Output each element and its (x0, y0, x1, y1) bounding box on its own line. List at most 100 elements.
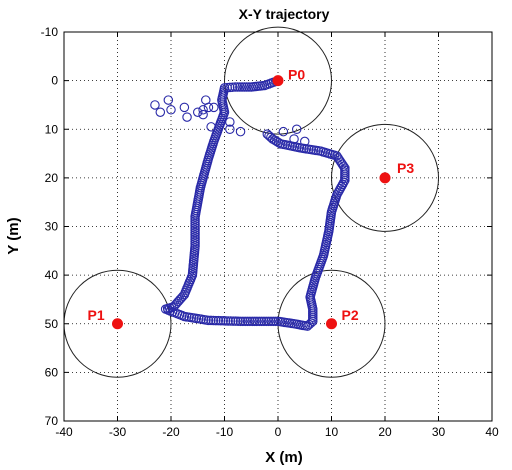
trajectory-point (241, 82, 252, 92)
trajectory-point (225, 82, 235, 93)
trajectory-point (267, 134, 278, 144)
trajectory-point (254, 316, 265, 327)
trajectory-point (264, 130, 274, 141)
trajectory-point (249, 316, 260, 327)
waypoint-radius-circle (224, 26, 332, 135)
trajectory-point (242, 316, 253, 327)
waypoint-label: P3 (397, 160, 414, 176)
trajectory-point (235, 316, 246, 327)
grid (64, 32, 492, 421)
trajectory-point (208, 315, 219, 326)
trajectory-point (179, 102, 190, 113)
trajectory-point (289, 134, 299, 144)
trajectory-point (225, 117, 235, 127)
trajectory-point (259, 316, 269, 327)
x-tick-label: -10 (216, 425, 234, 439)
trajectory-point (198, 109, 208, 120)
waypoint-label: P0 (288, 67, 305, 83)
trajectory-point (246, 82, 257, 92)
trajectory-point (261, 316, 272, 327)
trajectory-point (291, 124, 302, 135)
trajectory-point (299, 136, 310, 147)
y-tick-label: 20 (45, 171, 59, 185)
trajectory-point (235, 126, 246, 137)
trajectory-point (182, 112, 192, 122)
x-tick-label: -30 (109, 425, 127, 439)
trajectory-point (190, 229, 200, 240)
trajectory-point (252, 316, 262, 327)
waypoints: P0 P1 P2 P3 (88, 67, 414, 330)
x-tick-label: -40 (55, 425, 73, 439)
trajectory-point (193, 107, 203, 117)
trajectory-point (201, 95, 211, 105)
trajectory-point (266, 132, 276, 143)
trajectory-point (206, 315, 216, 326)
trajectory-point (150, 100, 160, 110)
trajectory-point (190, 236, 200, 247)
trajectory-point (206, 122, 216, 132)
y-tick-label: 0 (51, 74, 58, 88)
trajectory-point (302, 321, 313, 331)
x-tick-label: -20 (162, 425, 180, 439)
waypoint-label: P2 (342, 307, 359, 323)
trajectory-point (244, 82, 254, 92)
axis-ticks: -40 -30 -20 -10 0 10 20 30 40 -10 0 10 20 30 40 50 60 70 (41, 25, 499, 439)
trajectory-point (220, 316, 231, 326)
trajectory-point (225, 316, 236, 326)
x-tick-label: 40 (485, 425, 499, 439)
trajectory-point (270, 316, 281, 327)
x-tick-label: 20 (378, 425, 392, 439)
waypoint-radius-circle (277, 269, 386, 378)
x-tick-label: 0 (275, 425, 282, 439)
x-axis-label: X (m) (265, 449, 303, 466)
trajectory-point (218, 316, 229, 326)
y-tick-label: 40 (45, 268, 59, 282)
waypoint-marker (326, 318, 337, 330)
trajectory-point (190, 216, 200, 227)
trajectory-point (223, 316, 233, 326)
trajectory-point (228, 316, 238, 326)
trajectory-point (198, 105, 208, 115)
waypoint-label: P1 (88, 307, 105, 323)
trajectory-point (190, 218, 200, 229)
waypoint-marker (379, 172, 391, 184)
trajectory-point (256, 316, 267, 327)
trajectory-point (263, 316, 274, 327)
trajectory-point (262, 129, 273, 139)
trajectory-point (190, 225, 200, 235)
trajectory-point (190, 234, 200, 244)
trajectory-point (278, 126, 289, 137)
trajectory-point (190, 238, 200, 249)
trajectory-point (266, 316, 276, 327)
trajectory-series (150, 75, 350, 331)
trajectory-point (245, 316, 255, 327)
trajectory-point (211, 315, 221, 326)
y-tick-label: 10 (45, 122, 59, 136)
y-tick-label: 70 (45, 414, 59, 428)
trajectory-point (268, 316, 279, 327)
waypoint-marker (272, 75, 284, 87)
trajectory-point (233, 316, 243, 326)
trajectory-point (240, 316, 250, 327)
trajectory-point (190, 232, 200, 242)
y-tick-label: 50 (45, 317, 59, 331)
trajectory-point (247, 316, 258, 327)
trajectory-point (155, 107, 166, 117)
trajectory-point (190, 227, 200, 238)
trajectory-point (235, 82, 245, 92)
trajectory-point (225, 124, 235, 135)
trajectory-point (230, 316, 241, 326)
trajectory-point (216, 315, 226, 326)
trajectory-point (238, 316, 248, 327)
trajectory-point (190, 214, 200, 224)
x-tick-label: 30 (432, 425, 446, 439)
waypoint-marker (112, 318, 123, 330)
trajectory-point (190, 223, 200, 233)
trajectory-point (166, 105, 176, 115)
trajectory-point (190, 221, 200, 231)
chart-title: X-Y trajectory (239, 6, 330, 22)
trajectory-point (213, 315, 224, 326)
trajectory-point (232, 82, 243, 92)
trajectory-point (239, 82, 250, 92)
